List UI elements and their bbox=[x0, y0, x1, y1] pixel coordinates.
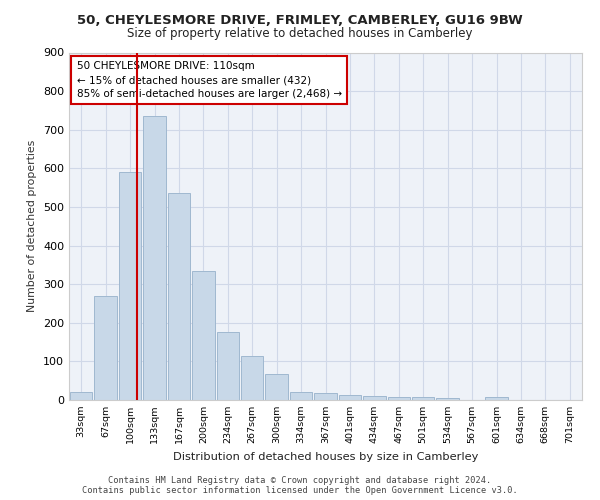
Text: Size of property relative to detached houses in Camberley: Size of property relative to detached ho… bbox=[127, 28, 473, 40]
Bar bbox=[485, 397, 508, 400]
Bar bbox=[436, 398, 459, 400]
Text: 50 CHEYLESMORE DRIVE: 110sqm
← 15% of detached houses are smaller (432)
85% of s: 50 CHEYLESMORE DRIVE: 110sqm ← 15% of de… bbox=[77, 61, 342, 99]
Bar bbox=[388, 397, 410, 400]
Bar bbox=[290, 392, 313, 400]
Bar bbox=[192, 270, 215, 400]
Bar bbox=[412, 398, 434, 400]
Bar bbox=[314, 393, 337, 400]
Text: 50, CHEYLESMORE DRIVE, FRIMLEY, CAMBERLEY, GU16 9BW: 50, CHEYLESMORE DRIVE, FRIMLEY, CAMBERLE… bbox=[77, 14, 523, 27]
Bar bbox=[363, 396, 386, 400]
Bar bbox=[167, 194, 190, 400]
Bar bbox=[265, 374, 288, 400]
Bar bbox=[241, 356, 263, 400]
Text: Contains HM Land Registry data © Crown copyright and database right 2024.
Contai: Contains HM Land Registry data © Crown c… bbox=[82, 476, 518, 495]
X-axis label: Distribution of detached houses by size in Camberley: Distribution of detached houses by size … bbox=[173, 452, 478, 462]
Y-axis label: Number of detached properties: Number of detached properties bbox=[28, 140, 37, 312]
Bar bbox=[217, 332, 239, 400]
Bar bbox=[70, 392, 92, 400]
Bar bbox=[338, 396, 361, 400]
Bar bbox=[94, 296, 117, 400]
Bar bbox=[143, 116, 166, 400]
Bar bbox=[119, 172, 142, 400]
